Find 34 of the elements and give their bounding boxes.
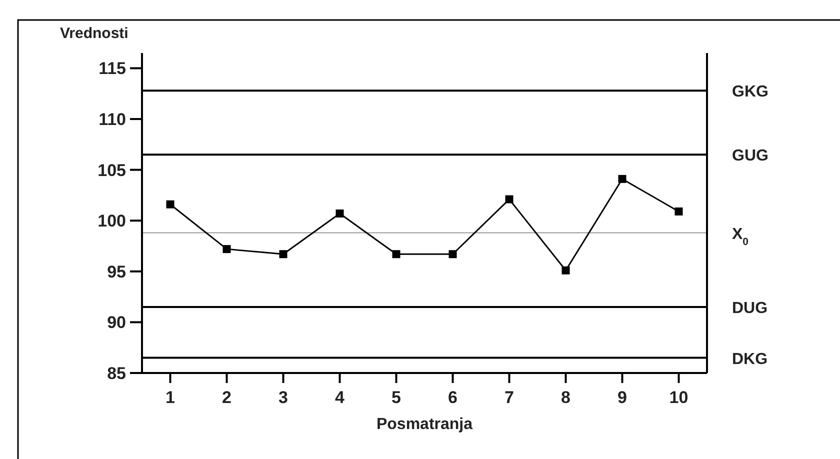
point bbox=[505, 195, 514, 204]
y-tick-label: 85 bbox=[107, 364, 126, 383]
point bbox=[336, 210, 344, 218]
x-tick-label: 5 bbox=[392, 388, 401, 407]
x-tick-label: 8 bbox=[561, 388, 570, 407]
x-tick-label: 7 bbox=[504, 388, 514, 407]
x-tick-label: 2 bbox=[222, 388, 232, 407]
point bbox=[166, 200, 174, 208]
point bbox=[562, 266, 570, 274]
ref-line-label: DUG bbox=[732, 300, 768, 317]
point bbox=[222, 245, 231, 254]
y-tick-label: 100 bbox=[98, 212, 126, 231]
y-tick-label: 105 bbox=[98, 160, 126, 180]
point bbox=[674, 207, 683, 216]
point bbox=[392, 250, 400, 258]
point bbox=[279, 250, 288, 258]
y-tick-label: 90 bbox=[107, 313, 126, 332]
ref-line-label: DKG bbox=[732, 350, 768, 368]
y-axis-title: Vrednosti bbox=[60, 25, 128, 42]
x-tick-label: 3 bbox=[278, 388, 288, 407]
point bbox=[618, 174, 626, 183]
y-tick-label: 95 bbox=[107, 262, 126, 282]
y-tick-label: 110 bbox=[98, 110, 126, 130]
point bbox=[448, 250, 457, 258]
y-tick-label: 115 bbox=[98, 59, 126, 78]
x-tick-label: 10 bbox=[669, 388, 688, 407]
ref-line-label: X$_{0}$ bbox=[732, 226, 749, 248]
x-axis-title: Posmatranja bbox=[376, 416, 473, 433]
x-tick-label: 4 bbox=[335, 388, 346, 407]
ref-line-label: GUG bbox=[732, 148, 768, 165]
x-tick-label: 6 bbox=[448, 388, 458, 407]
ref-line-label: GKG bbox=[732, 84, 768, 101]
x-tick-label: 1 bbox=[166, 388, 175, 407]
x-tick-label: 9 bbox=[618, 388, 627, 407]
